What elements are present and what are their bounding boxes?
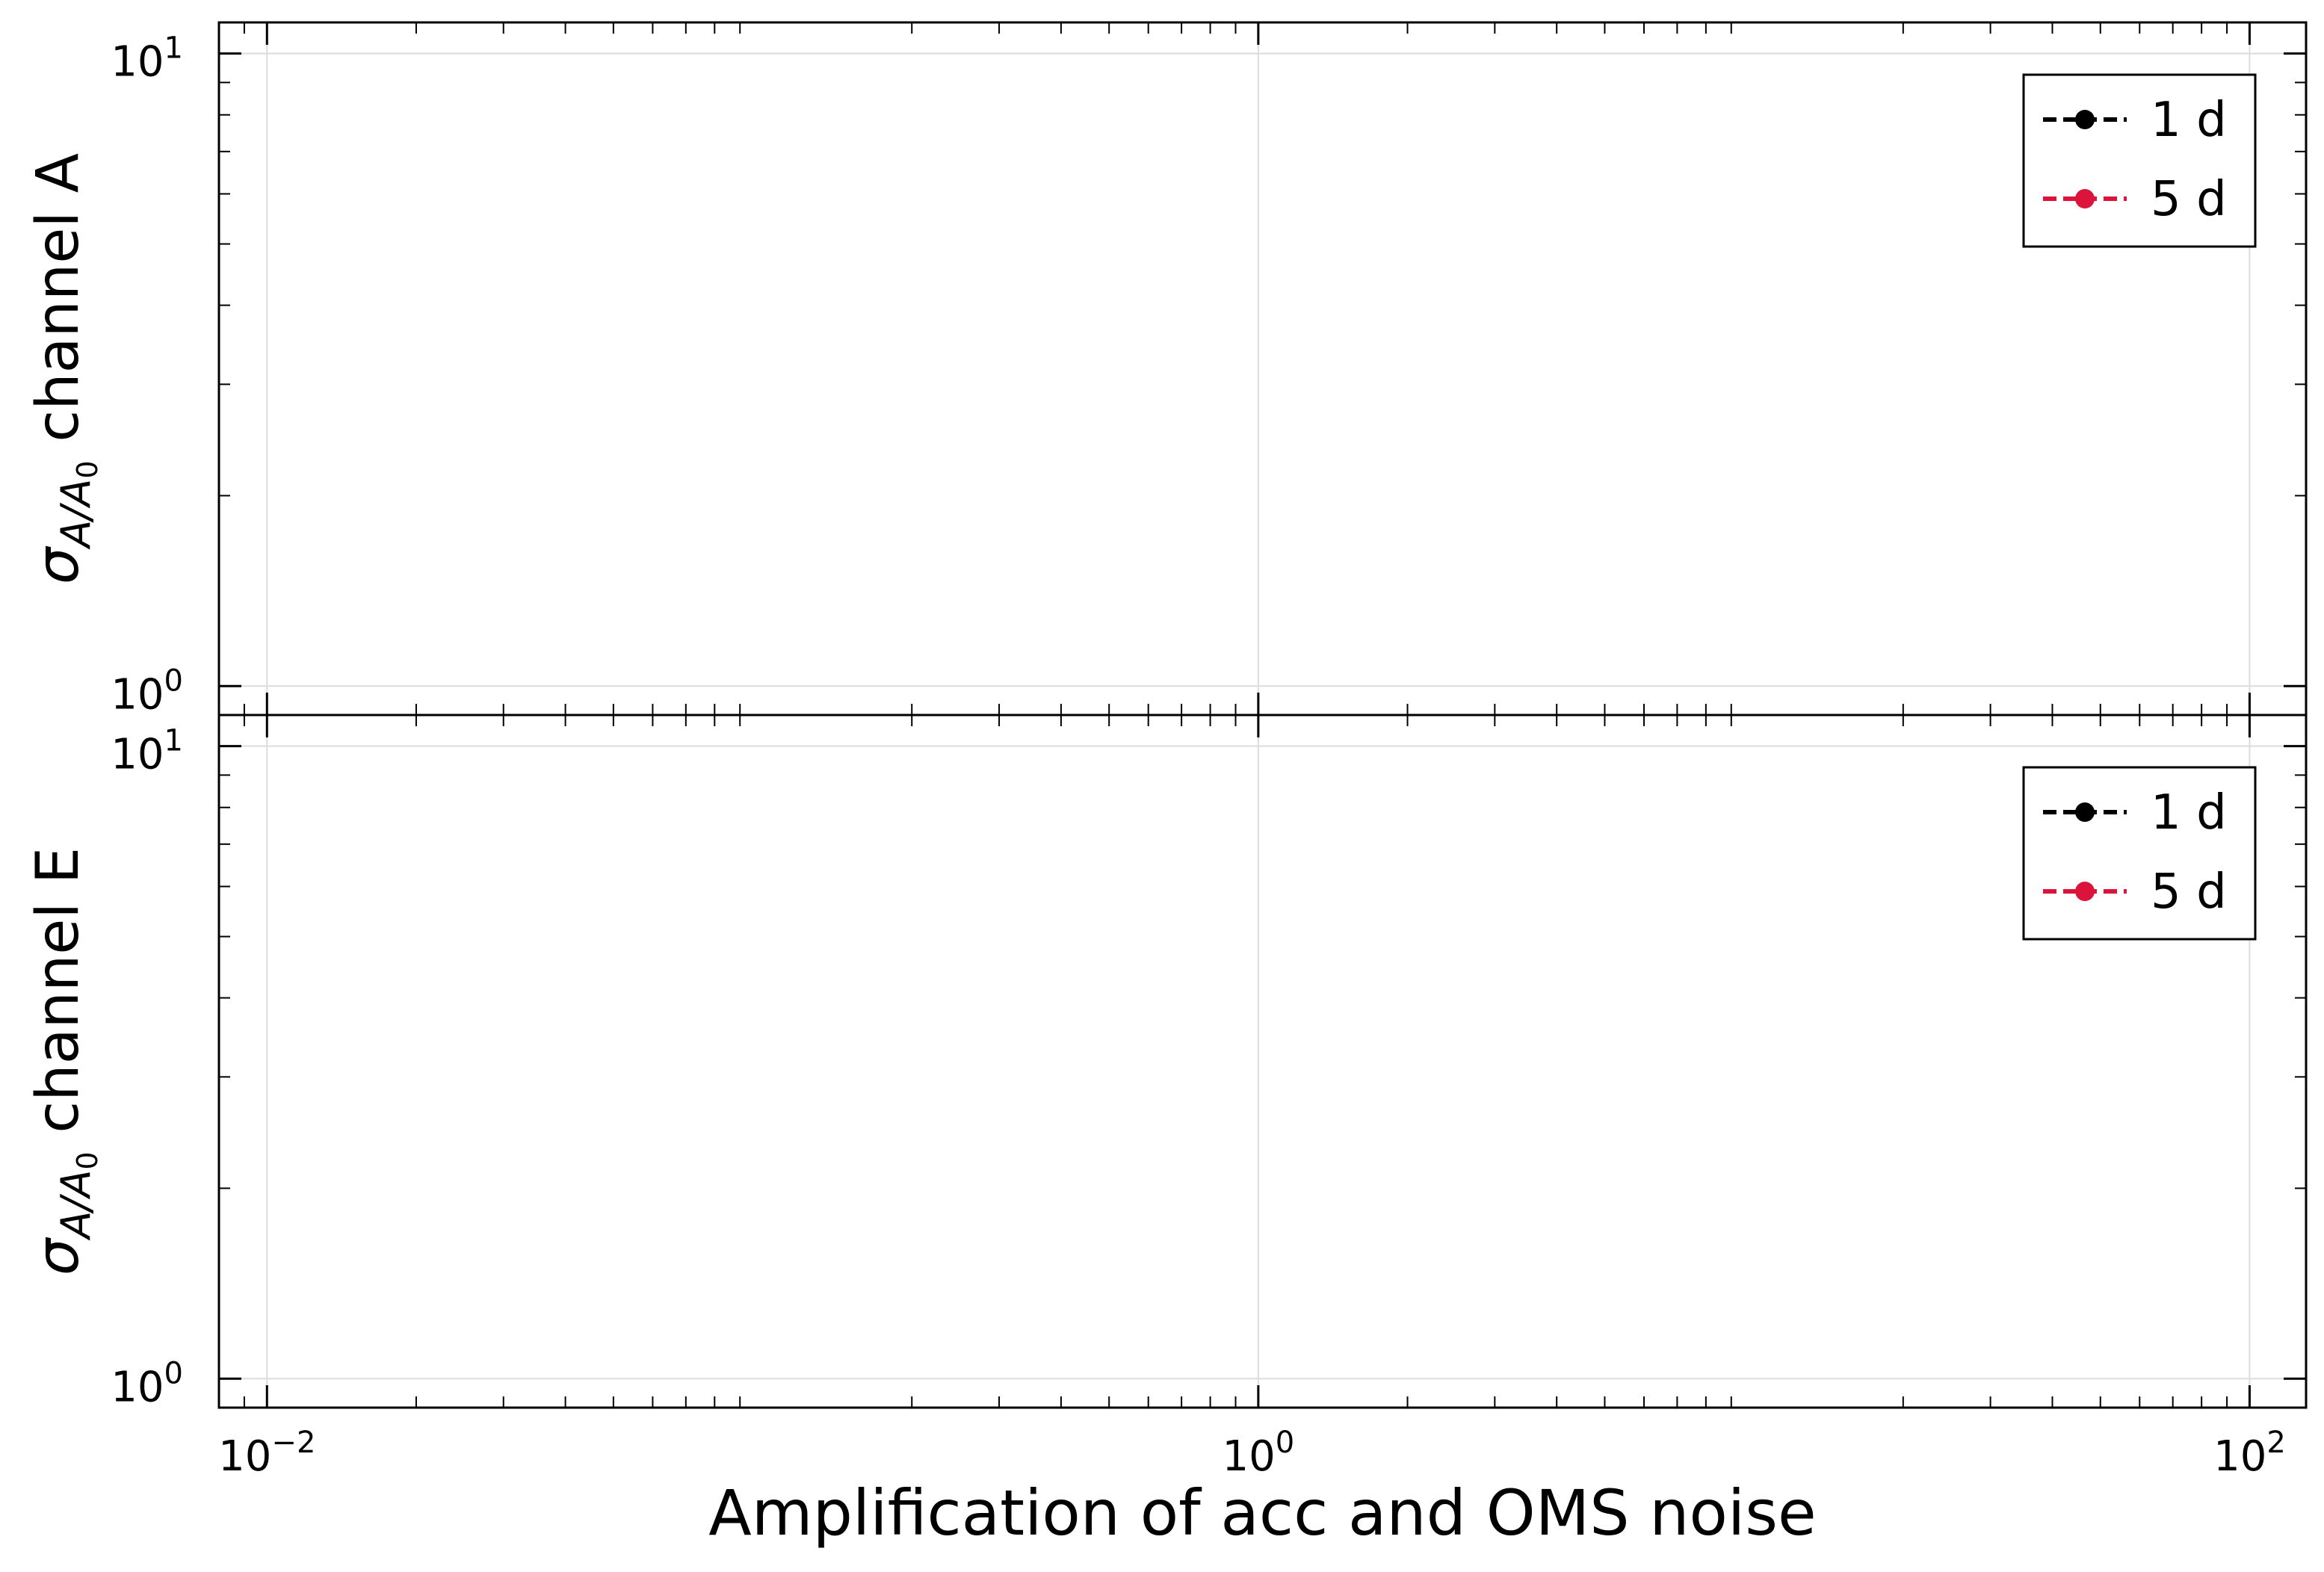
x-tick-label: 100 (1222, 1426, 1294, 1481)
y-axis-label: σA/A0 channel A (25, 153, 104, 584)
y-tick-label: 100 (111, 663, 183, 719)
x-tick-label: 102 (2213, 1426, 2286, 1481)
x-axis-label: Amplification of acc and OMS noise (708, 1476, 1816, 1550)
legend-marker-0 (2075, 110, 2095, 129)
legend-box (2022, 766, 2257, 941)
legend-label-0: 1 d (2151, 93, 2227, 148)
legend: 1 d5 d (2022, 73, 2257, 248)
axes-frame (217, 714, 2308, 1409)
axes-frame (217, 21, 2308, 717)
legend-marker-1 (2075, 189, 2095, 208)
legend: 1 d5 d (2022, 766, 2257, 941)
x-tick-label: 10−2 (218, 1426, 315, 1481)
legend-label-1: 5 d (2151, 864, 2227, 920)
legend-box (2022, 73, 2257, 248)
legend-marker-1 (2075, 882, 2095, 901)
y-tick-label: 101 (111, 724, 183, 779)
legend-label-1: 5 d (2151, 172, 2227, 227)
y-axis-label: σA/A0 channel E (25, 847, 104, 1275)
legend-marker-0 (2075, 802, 2095, 822)
legend-label-0: 1 d (2151, 785, 2227, 841)
y-tick-label: 101 (111, 31, 183, 87)
y-tick-label: 100 (111, 1356, 183, 1411)
